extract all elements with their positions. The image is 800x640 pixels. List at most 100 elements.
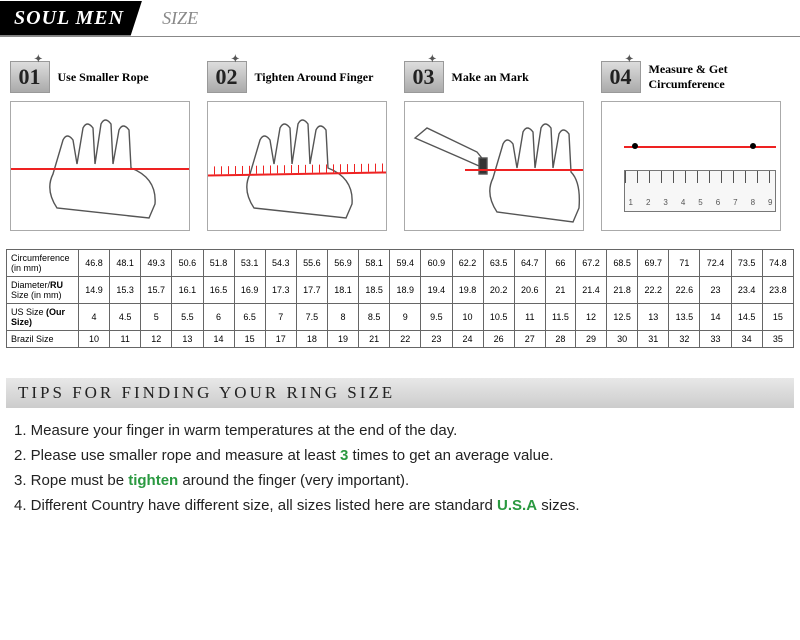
- cell: 33: [700, 331, 731, 348]
- step-illustration: [207, 101, 387, 231]
- cell: 18.1: [328, 277, 359, 304]
- tip-item: 1. Measure your finger in warm temperatu…: [14, 422, 786, 439]
- cell: 22.6: [669, 277, 700, 304]
- hand-mark-icon: [405, 102, 584, 231]
- dot-icon: [632, 143, 638, 149]
- cell: 10: [79, 331, 110, 348]
- cell: 22: [390, 331, 421, 348]
- tip-item: 2. Please use smaller rope and measure a…: [14, 447, 786, 464]
- cell: 21: [359, 331, 390, 348]
- cell: 13: [638, 304, 669, 331]
- row-label: Brazil Size: [7, 331, 79, 348]
- cell: 24: [452, 331, 483, 348]
- cell: 5: [141, 304, 172, 331]
- cell: 59.4: [390, 250, 421, 277]
- cell: 8: [328, 304, 359, 331]
- step-title: Tighten Around Finger: [255, 70, 397, 85]
- cell: 19.4: [421, 277, 452, 304]
- cell: 20.6: [514, 277, 545, 304]
- tips-list: 1. Measure your finger in warm temperatu…: [0, 408, 800, 514]
- tips-heading: TIPS FOR FINDING YOUR RING SIZE: [6, 378, 794, 408]
- cell: 15.3: [110, 277, 141, 304]
- cell: 71: [669, 250, 700, 277]
- step-2: 02 Tighten Around Finger: [207, 61, 397, 231]
- cell: 7: [265, 304, 296, 331]
- cell: 4.5: [110, 304, 141, 331]
- cell: 6: [203, 304, 234, 331]
- tip-item: 3. Rope must be tighten around the finge…: [14, 472, 786, 489]
- row-label: Diameter/RU Size (in mm): [7, 277, 79, 304]
- cell: 9.5: [421, 304, 452, 331]
- cell: 12.5: [607, 304, 638, 331]
- cell: 21.8: [607, 277, 638, 304]
- cell: 46.8: [79, 250, 110, 277]
- table-row: Brazil Size10111213141517181921222324262…: [7, 331, 794, 348]
- table-row: Diameter/RU Size (in mm)14.915.315.716.1…: [7, 277, 794, 304]
- cell: 18: [296, 331, 327, 348]
- cell: 8.5: [359, 304, 390, 331]
- cell: 5.5: [172, 304, 203, 331]
- step-number: 03: [404, 61, 444, 93]
- cell: 49.3: [141, 250, 172, 277]
- cell: 13.5: [669, 304, 700, 331]
- cell: 63.5: [483, 250, 514, 277]
- cell: 10.5: [483, 304, 514, 331]
- cell: 28: [545, 331, 575, 348]
- cell: 7.5: [296, 304, 327, 331]
- cell: 51.8: [203, 250, 234, 277]
- cell: 14.9: [79, 277, 110, 304]
- table-row: US Size (Our Size)44.555.566.577.588.599…: [7, 304, 794, 331]
- row-label: Circumference (in mm): [7, 250, 79, 277]
- cell: 48.1: [110, 250, 141, 277]
- cell: 66: [545, 250, 575, 277]
- cell: 56.9: [328, 250, 359, 277]
- cell: 21: [545, 277, 575, 304]
- cell: 54.3: [265, 250, 296, 277]
- cell: 23: [421, 331, 452, 348]
- cell: 55.6: [296, 250, 327, 277]
- cell: 11: [514, 304, 545, 331]
- table-row: Circumference (in mm)46.848.149.350.651.…: [7, 250, 794, 277]
- size-label: SIZE: [162, 8, 198, 29]
- cell: 34: [731, 331, 762, 348]
- cell: 9: [390, 304, 421, 331]
- cell: 69.7: [638, 250, 669, 277]
- cell: 74.8: [762, 250, 793, 277]
- cell: 4: [79, 304, 110, 331]
- cell: 50.6: [172, 250, 203, 277]
- cell: 14: [700, 304, 731, 331]
- rope-line: [208, 168, 386, 170]
- size-chart-table: Circumference (in mm)46.848.149.350.651.…: [6, 249, 794, 348]
- cell: 58.1: [359, 250, 390, 277]
- cell: 14: [203, 331, 234, 348]
- row-label: US Size (Our Size): [7, 304, 79, 331]
- cell: 60.9: [421, 250, 452, 277]
- cell: 17.7: [296, 277, 327, 304]
- step-illustration: 123456789: [601, 101, 781, 231]
- cell: 15.7: [141, 277, 172, 304]
- cell: 35: [762, 331, 793, 348]
- cell: 62.2: [452, 250, 483, 277]
- cell: 16.5: [203, 277, 234, 304]
- size-table: Circumference (in mm)46.848.149.350.651.…: [0, 239, 800, 348]
- cell: 17.3: [265, 277, 296, 304]
- step-title: Use Smaller Rope: [58, 70, 200, 85]
- step-1: 01 Use Smaller Rope: [10, 61, 200, 231]
- cell: 29: [575, 331, 606, 348]
- cell: 11: [110, 331, 141, 348]
- cell: 68.5: [607, 250, 638, 277]
- cell: 31: [638, 331, 669, 348]
- cell: 6.5: [234, 304, 265, 331]
- header: SOUL MEN SIZE: [0, 0, 800, 36]
- step-illustration: [10, 101, 190, 231]
- cell: 23.8: [762, 277, 793, 304]
- steps-row: 01 Use Smaller Rope 02 Tighten Around Fi…: [0, 37, 800, 239]
- cell: 19.8: [452, 277, 483, 304]
- rope-line: [11, 168, 189, 170]
- cell: 11.5: [545, 304, 575, 331]
- step-title: Make an Mark: [452, 70, 594, 85]
- cell: 22.2: [638, 277, 669, 304]
- cell: 18.5: [359, 277, 390, 304]
- cell: 32: [669, 331, 700, 348]
- cell: 21.4: [575, 277, 606, 304]
